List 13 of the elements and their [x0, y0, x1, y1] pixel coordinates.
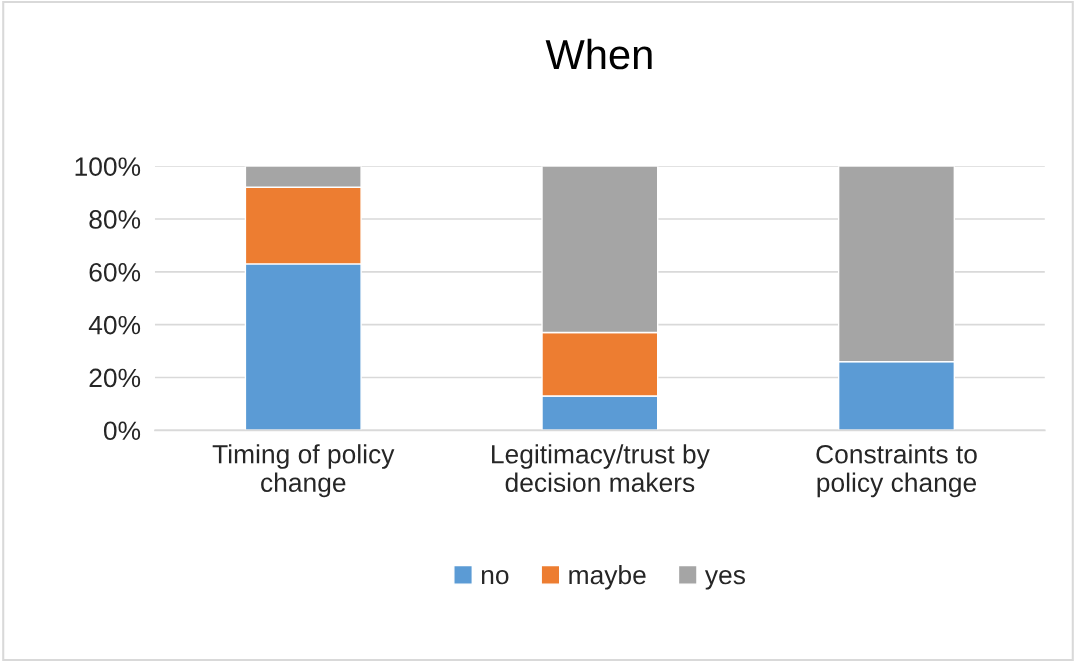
x-tick-label: Constraints to policy change: [816, 444, 977, 498]
chart-title: When: [545, 38, 652, 70]
legend-label: maybe: [569, 564, 646, 590]
y-tick-label: 80%: [89, 210, 141, 229]
legend-label: yes: [704, 569, 745, 590]
y-tick-label: 60%: [89, 262, 141, 282]
legend-label: no: [481, 569, 509, 585]
y-tick-label: 40%: [88, 315, 141, 335]
y-tick-label: 0%: [103, 421, 141, 441]
y-tick-label: 20%: [89, 368, 141, 388]
x-tick-label: Legitimacy/trust by decision makers: [492, 444, 710, 492]
y-tick-label: 100%: [75, 157, 141, 176]
x-tick-label: Timing of policy change: [212, 444, 395, 498]
